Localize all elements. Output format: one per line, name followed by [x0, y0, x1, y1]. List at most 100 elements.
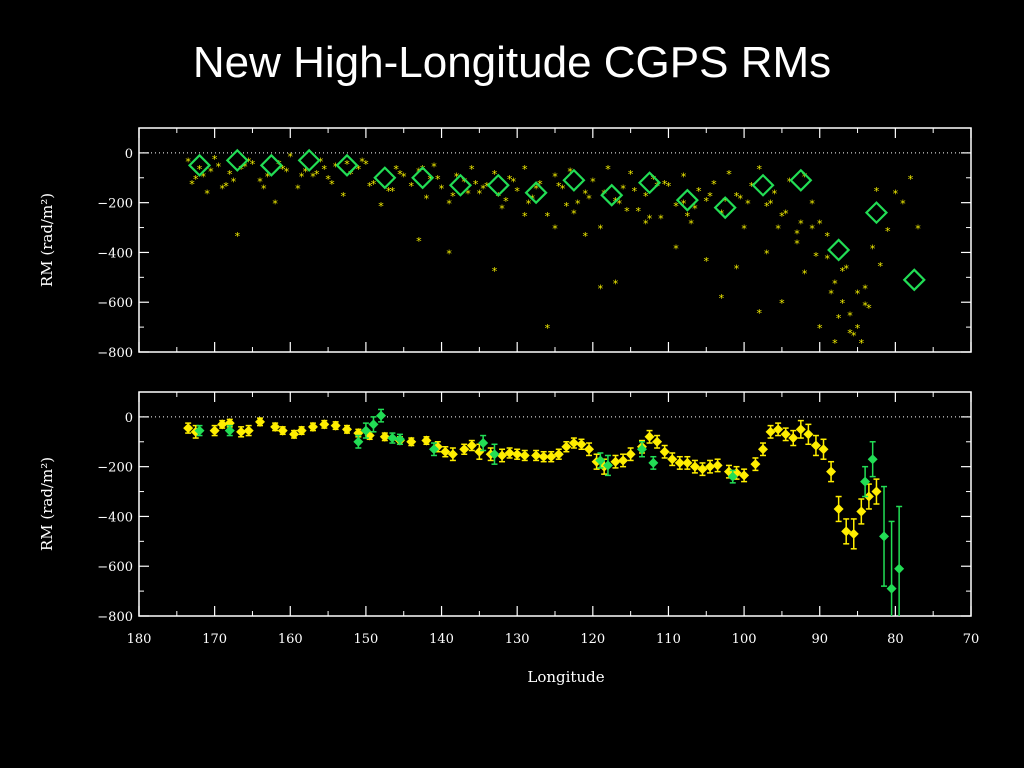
x-tick-label: 80: [887, 632, 904, 647]
star-point: *: [586, 193, 592, 206]
star-point: *: [514, 185, 520, 198]
star-point: *: [643, 218, 649, 231]
star-point: *: [522, 163, 528, 176]
star-point: *: [828, 287, 834, 300]
bottom-yticks: 0 −200 −400 −600 −800: [97, 391, 971, 625]
star-point: *: [662, 178, 668, 191]
star-point: *: [885, 225, 891, 238]
rm-point: [440, 446, 451, 457]
star-point: *: [787, 175, 793, 188]
star-point: *: [567, 165, 573, 178]
diamond-point: [297, 148, 321, 172]
rm-point: [773, 424, 784, 435]
rm-point: [689, 461, 700, 472]
star-point: *: [231, 175, 237, 188]
star-point: *: [454, 170, 460, 183]
diamond-point: [187, 153, 212, 177]
y-tick-label: 0: [125, 411, 133, 426]
diamond-point: [637, 171, 662, 195]
star-point: *: [201, 170, 207, 183]
star-point: *: [465, 188, 471, 201]
rm-point: [644, 431, 655, 442]
star-point: *: [745, 198, 751, 211]
star-point: *: [314, 168, 320, 181]
diamond-point: [225, 148, 249, 172]
bottom-panel-frame: [138, 391, 972, 617]
rm-point: [255, 416, 266, 427]
star-point: *: [628, 168, 634, 181]
star-point: *: [704, 195, 710, 208]
star-point: *: [477, 188, 483, 201]
star-point: *: [322, 163, 328, 176]
star-point: *: [242, 160, 248, 173]
rm-point: [277, 425, 288, 436]
star-point: *: [775, 223, 781, 236]
x-tick-label: 90: [811, 632, 828, 647]
star-point: *: [605, 163, 611, 176]
rm-point: [406, 436, 417, 447]
star-point: *: [832, 277, 838, 290]
star-point: *: [492, 168, 498, 181]
star-point: *: [359, 155, 365, 168]
star-point: *: [734, 262, 740, 275]
star-point: *: [840, 265, 846, 278]
x-tick-label: 160: [278, 632, 303, 647]
star-point: *: [197, 163, 203, 176]
star-point: *: [825, 252, 831, 265]
star-point: *: [552, 223, 558, 236]
rm-point: [618, 455, 629, 466]
star-point: *: [817, 322, 823, 335]
bottom-green-series: [194, 408, 905, 616]
rm-point: [353, 436, 364, 447]
rm-point: [379, 431, 390, 442]
diamond-point: [373, 166, 397, 190]
star-point: *: [533, 183, 539, 196]
star-point: *: [238, 163, 244, 176]
y-tick-label: 0: [125, 147, 133, 162]
rm-point: [561, 441, 572, 452]
star-point: *: [189, 178, 195, 191]
diamond-point: [827, 238, 851, 262]
top-diamond-series: [187, 148, 926, 292]
star-point: *: [424, 193, 430, 206]
rm-point: [519, 450, 530, 461]
star-point: *: [722, 195, 728, 208]
x-tick-label: 130: [505, 632, 530, 647]
rm-point: [209, 425, 220, 436]
star-point: *: [900, 198, 906, 211]
star-point: *: [575, 198, 581, 211]
rm-point: [826, 466, 837, 477]
rm-point: [360, 425, 371, 436]
star-point: *: [409, 180, 415, 193]
star-point: *: [749, 180, 755, 193]
star-point: *: [651, 173, 657, 186]
star-point: *: [851, 330, 857, 343]
star-point: *: [303, 165, 309, 178]
star-point: *: [340, 190, 346, 203]
star-point: *: [545, 210, 551, 223]
star-point: *: [862, 282, 868, 295]
star-point: *: [802, 267, 808, 280]
star-point: *: [272, 198, 278, 211]
diamond-point: [524, 181, 548, 205]
star-point: *: [416, 235, 422, 248]
star-point: *: [855, 322, 861, 335]
star-point: *: [692, 203, 698, 216]
star-point: *: [756, 163, 762, 176]
rm-point: [739, 470, 750, 481]
star-point: *: [741, 223, 747, 236]
x-tick-label: 100: [732, 632, 757, 647]
star-point: *: [817, 218, 823, 231]
rm-point: [224, 425, 235, 436]
star-point: *: [560, 183, 566, 196]
star-point: *: [756, 307, 762, 320]
star-point: *: [556, 180, 562, 193]
star-point: *: [507, 173, 513, 186]
star-point: *: [265, 170, 271, 183]
star-point: *: [813, 250, 819, 263]
top-ylabel: RM (rad/m²): [38, 193, 56, 287]
rm-point: [833, 503, 844, 514]
x-tick-label: 150: [353, 632, 378, 647]
rm-point: [652, 436, 663, 447]
star-point: *: [537, 178, 543, 191]
